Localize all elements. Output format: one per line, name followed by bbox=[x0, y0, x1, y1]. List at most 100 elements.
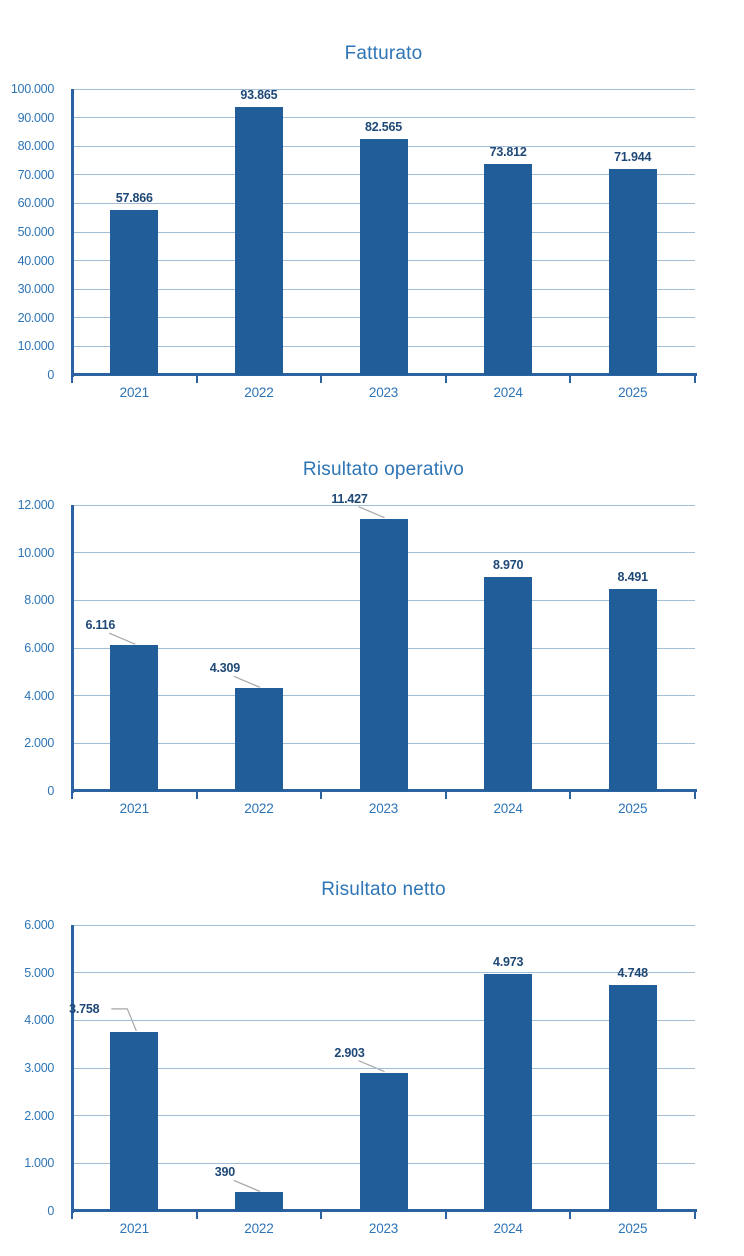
x-tick-label: 2021 bbox=[119, 385, 149, 400]
y-tick-label: 100.000 bbox=[10, 82, 54, 96]
bar-2021 bbox=[110, 209, 159, 375]
x-axis-labels: 2021 2022 2023 2024 2025 bbox=[72, 801, 695, 821]
x-axis-tick bbox=[694, 1211, 696, 1219]
y-tick-label: 80.000 bbox=[17, 139, 55, 154]
y-axis-line bbox=[71, 925, 74, 1213]
x-tick-label: 2021 bbox=[119, 1221, 149, 1236]
x-axis-tick bbox=[71, 1211, 73, 1219]
x-tick-label: 2022 bbox=[244, 385, 274, 400]
x-tick-label: 2025 bbox=[618, 1221, 648, 1236]
value-label: 73.812 bbox=[489, 144, 527, 159]
gridline bbox=[72, 88, 695, 90]
y-tick-label: 60.000 bbox=[17, 196, 55, 211]
plot-area: 3.758 390 2.903 4.973 4.748 bbox=[69, 924, 697, 1219]
bar-2023 bbox=[359, 1072, 408, 1211]
y-axis-line bbox=[71, 505, 74, 793]
x-axis-tick bbox=[569, 1211, 571, 1219]
y-tick-label: 6.000 bbox=[24, 641, 54, 655]
y-tick-label: 10.000 bbox=[17, 339, 55, 354]
bar-2024 bbox=[484, 577, 533, 791]
y-tick-label: 5.000 bbox=[24, 965, 54, 980]
value-label: 82.565 bbox=[364, 119, 403, 134]
gridline bbox=[72, 1067, 695, 1069]
x-axis-tick bbox=[71, 375, 73, 383]
y-tick-label: 40.000 bbox=[17, 253, 55, 268]
y-tick-label: 8.000 bbox=[24, 593, 54, 608]
x-axis-tick bbox=[694, 375, 696, 383]
chart-risultato-netto: Risultato netto 0 1.000 2.000 3.000 4.000 5.0… bbox=[0, 879, 744, 1256]
leader-line bbox=[233, 675, 261, 688]
y-tick-label: 4.000 bbox=[24, 1013, 54, 1028]
y-tick-label: 20.000 bbox=[17, 310, 55, 325]
x-axis-tick bbox=[694, 791, 696, 799]
y-tick-label: 3.000 bbox=[24, 1061, 54, 1075]
y-tick-label: 0 bbox=[47, 1204, 54, 1218]
value-label: 57.866 bbox=[115, 190, 153, 205]
plot-area: 6.116 4.309 11.427 8.970 8.491 bbox=[71, 492, 697, 799]
x-tick-label: 2023 bbox=[368, 385, 399, 400]
gridline bbox=[72, 1019, 695, 1021]
value-label: 4.973 bbox=[492, 954, 524, 969]
x-axis-tick bbox=[196, 791, 198, 799]
bar-2023 bbox=[359, 138, 408, 375]
gridline bbox=[72, 117, 695, 119]
value-label: 6.116 bbox=[85, 618, 116, 633]
chart-fatturato: Fatturato 0 10.000 20.000 30.000 40.000 50.00… bbox=[0, 43, 744, 423]
bar-2022 bbox=[234, 106, 283, 375]
bar-2024 bbox=[484, 163, 533, 375]
y-tick-label: 2.000 bbox=[24, 1108, 54, 1123]
y-tick-label: 6.000 bbox=[24, 918, 54, 932]
chart-title: Risultato operativo bbox=[302, 459, 465, 480]
value-label: 4.748 bbox=[617, 965, 648, 980]
leader-line bbox=[358, 506, 385, 519]
x-axis-tick bbox=[320, 1211, 322, 1219]
y-tick-label: 90.000 bbox=[17, 110, 55, 125]
y-tick-label: 10.000 bbox=[17, 545, 55, 560]
bar-2021 bbox=[110, 1031, 159, 1211]
value-label: 93.865 bbox=[240, 87, 278, 102]
x-tick-label: 2023 bbox=[368, 801, 399, 816]
value-label: 8.491 bbox=[617, 569, 648, 584]
gridline bbox=[72, 504, 695, 506]
x-tick-label: 2022 bbox=[244, 801, 274, 816]
x-axis-labels: 2021 2022 2023 2024 2025 bbox=[72, 385, 695, 405]
chart-risultato-operativo: Risultato operativo 0 2.000 4.000 6.000 8.00… bbox=[0, 459, 744, 839]
x-axis-tick bbox=[71, 791, 73, 799]
bar-2025 bbox=[608, 588, 657, 791]
y-tick-label: 0 bbox=[47, 368, 54, 382]
gridline bbox=[72, 972, 695, 974]
y-tick-label: 12.000 bbox=[17, 498, 55, 512]
bar-2021 bbox=[110, 645, 159, 791]
x-tick-label: 2024 bbox=[493, 1221, 523, 1236]
leader-line bbox=[109, 632, 136, 645]
bar-2025 bbox=[608, 169, 657, 375]
x-tick-label: 2022 bbox=[244, 1221, 274, 1236]
value-label: 3.758 bbox=[69, 1001, 100, 1016]
x-axis-tick bbox=[569, 375, 571, 383]
bar-2022 bbox=[234, 1192, 283, 1211]
x-axis-tick bbox=[196, 375, 198, 383]
x-axis-tick bbox=[445, 1211, 447, 1219]
bar-2022 bbox=[234, 688, 283, 791]
y-tick-label: 50.000 bbox=[17, 225, 55, 239]
x-axis-tick bbox=[320, 791, 322, 799]
y-tick-label: 30.000 bbox=[17, 282, 55, 297]
value-label: 4.309 bbox=[209, 661, 241, 676]
value-label: 2.903 bbox=[334, 1045, 365, 1060]
bar-2025 bbox=[608, 984, 657, 1211]
x-axis-labels: 2021 2022 2023 2024 2025 bbox=[72, 1221, 695, 1241]
y-axis: 0 1.000 2.000 3.000 4.000 5.000 6.000 bbox=[0, 918, 62, 1218]
x-axis-tick bbox=[196, 1211, 198, 1219]
chart-title: Risultato netto bbox=[321, 879, 446, 900]
gridline bbox=[72, 924, 695, 926]
plot-area: 57.866 93.865 82.565 73.812 71.944 bbox=[71, 87, 697, 383]
x-axis-tick bbox=[569, 791, 571, 799]
bar-2023 bbox=[359, 518, 408, 791]
x-tick-label: 2025 bbox=[618, 385, 648, 400]
y-tick-label: 4.000 bbox=[24, 688, 54, 703]
bar-2024 bbox=[484, 973, 533, 1211]
value-label: 8.970 bbox=[492, 558, 524, 573]
value-label: 390 bbox=[214, 1165, 236, 1180]
x-tick-label: 2024 bbox=[493, 385, 523, 400]
